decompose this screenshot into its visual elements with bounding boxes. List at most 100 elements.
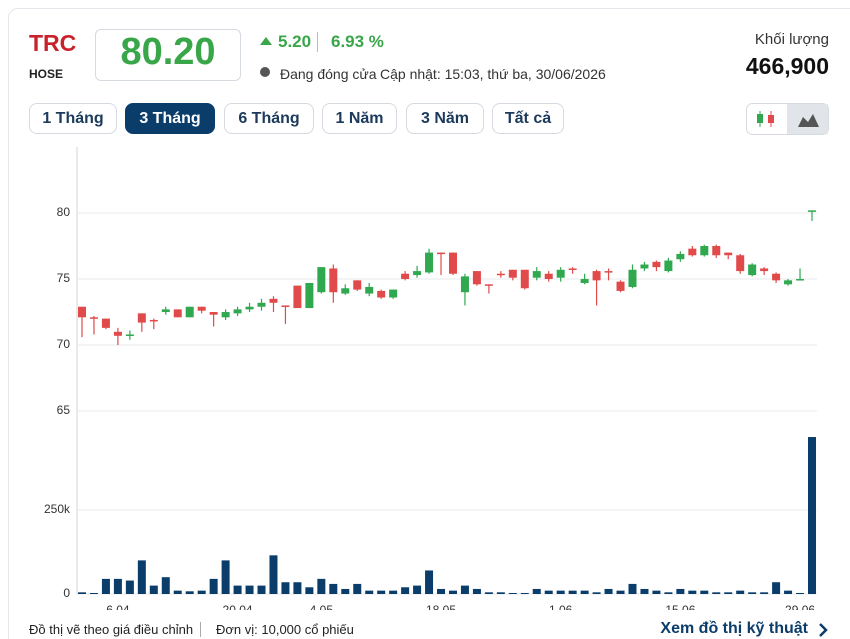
candle-body [616,281,625,291]
candle-body [209,312,218,315]
candle-body [568,268,577,270]
candle-body [760,268,769,272]
candle-body [652,261,661,268]
volume-bar [365,590,374,594]
chevron[interactable] [816,622,830,638]
volume-bar [784,590,793,594]
candle-body [389,289,398,298]
chart: 65 70 75 80 6.04 20.04 4.05 18.05 1.06 15.06 29.06… [44,147,817,610]
status: Đang đóng cửa [280,66,377,82]
volume-bar [257,585,266,594]
candle-body [676,253,685,260]
candle-body [293,285,302,309]
volume-bar [197,590,206,594]
candle-body [484,284,493,286]
volume-bar [341,588,350,594]
range-button[interactable]: 1 Tháng [29,103,117,134]
status-dot [260,67,270,77]
volume-bar [437,588,446,594]
range-button[interactable]: 3 Năm [406,103,484,134]
range-button[interactable]: Tất cả [492,103,564,134]
volume-bar [317,578,326,594]
volume-bar [173,590,182,594]
x-tick-label: 6.04 [106,603,130,610]
candle-body [353,280,362,290]
candle-body [460,276,469,293]
volume-bar [760,592,769,594]
volume-bar [460,585,469,594]
y-tick-label: 70 [57,337,71,351]
technical-link[interactable]: Xem đồ thị kỹ thuật [660,620,808,637]
price-box [95,29,241,81]
volume-bar [556,590,565,594]
candle-body [520,269,529,289]
candle-body [317,267,326,293]
candle-body [532,271,541,278]
exchange: HOSE [29,67,64,81]
range-button[interactable]: 1 Năm [322,103,397,134]
change: 5.20 [278,32,319,52]
x-tick-label: 15.06 [665,603,695,610]
candle-body [425,252,434,273]
y-tick-label: 75 [57,271,71,285]
volume-bar [78,592,86,594]
candle-body [89,317,98,319]
volume-bar [329,583,338,594]
volume-bar [496,592,505,594]
volume-bar [700,590,709,594]
volume-bar [736,590,745,594]
candle-body [329,268,338,293]
volume-bar [676,588,685,594]
volume-bar [808,437,816,594]
candle-body [628,269,637,287]
candle-body [592,271,601,281]
volume-bar [377,590,386,594]
candle-body [736,255,745,272]
candle-body [377,290,386,298]
footer-note: Đồ thị vẽ theo giá điều chỉnh [29,622,202,637]
candle-body [772,273,781,281]
up-arrow [260,37,272,45]
volume-bar [353,583,362,594]
volume-bar [544,590,553,594]
volume-bar [401,587,410,594]
card [8,8,850,639]
volume-bar [448,590,457,594]
y-tick-label: 80 [57,205,71,219]
candle-body [245,306,254,310]
candle-body [137,313,146,323]
volume-bar [724,592,733,594]
volume-bar [796,592,805,594]
y-tick-label: 250k [44,502,71,516]
volume-bar [269,555,278,594]
footer-unit: Đơn vị: 10,000 cổ phiếu [216,622,354,637]
candle-body [448,252,457,274]
x-tick-label: 18.05 [426,603,456,610]
candle-body [413,271,422,276]
candle-body [796,279,805,281]
volume-bar [413,585,422,594]
volume-bar [185,591,194,594]
candle-body [580,279,589,283]
volume-bar [149,585,158,594]
candle-body [604,271,613,273]
change-pct: 6.93 % [331,32,384,51]
candle-body [640,264,649,269]
volume-bar [712,592,721,594]
candle-body [365,286,374,294]
candle-body [700,246,709,256]
candle-body [688,248,697,256]
x-tick-label: 20.04 [223,603,253,610]
candle-body [712,246,721,256]
candle-body [269,298,278,303]
candle-body [808,210,816,212]
chart-type-toggle[interactable] [746,103,829,135]
x-tick-label: 4.05 [310,603,334,610]
range-button[interactable]: 6 Tháng [224,103,314,134]
candle-body [748,264,757,276]
candle-body [664,260,673,272]
candle-body [724,252,733,256]
volume-bar [604,588,613,594]
range-button[interactable]: 3 Tháng [125,103,215,134]
